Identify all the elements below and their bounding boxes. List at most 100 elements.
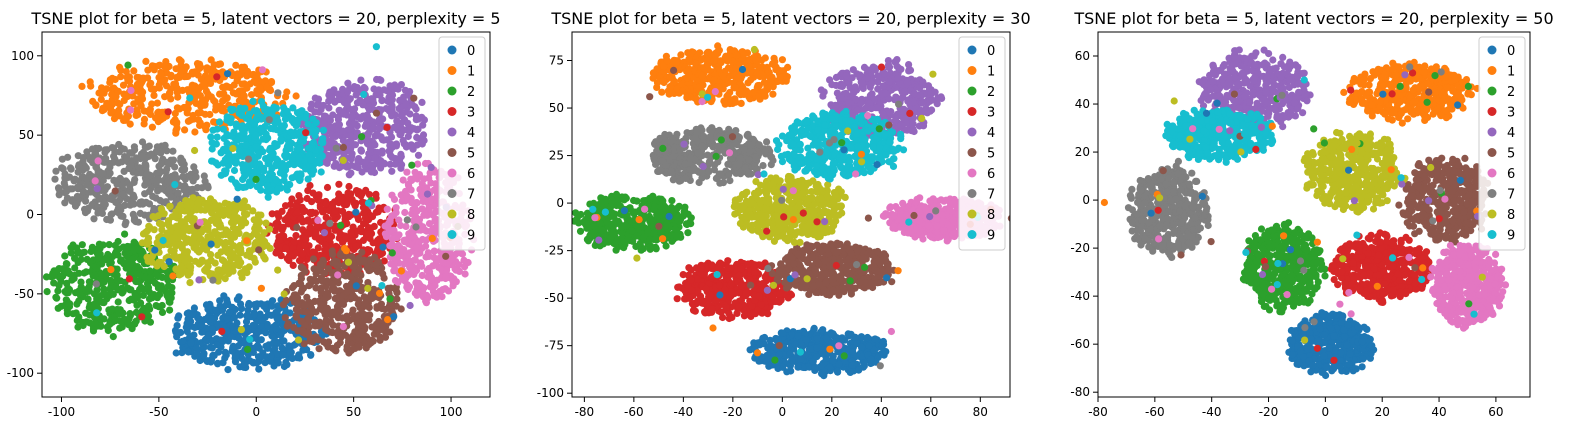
point-class-8: [252, 239, 260, 247]
point-class-0: [175, 312, 183, 320]
point-class-0: [245, 301, 253, 309]
point-class-9: [279, 163, 287, 171]
point-class-2: [154, 281, 162, 289]
point-class-3: [352, 242, 360, 250]
point-class-5: [351, 268, 359, 276]
point-class-5: [321, 269, 329, 277]
point-class-5: [343, 312, 351, 320]
point-class-2: [60, 267, 68, 275]
point-class-0: [295, 351, 303, 359]
point-class-7: [106, 216, 114, 224]
point-class-0: [208, 325, 216, 333]
point-class-4: [397, 153, 405, 161]
point-class-7: [70, 177, 78, 185]
point-class-1: [124, 112, 132, 120]
point-class-9: [215, 118, 224, 126]
point-class-8: [203, 246, 211, 254]
point-class-0: [267, 311, 275, 319]
point-class-1: [257, 284, 265, 292]
point-class-5: [309, 255, 318, 263]
point-class-1: [159, 114, 167, 122]
point-class-0: [352, 208, 360, 216]
point-class-5: [410, 94, 418, 102]
point-class-5: [350, 263, 358, 271]
point-class-3: [316, 203, 324, 211]
point-class-0: [278, 344, 286, 352]
point-class-0: [258, 317, 266, 325]
point-class-8: [221, 242, 229, 250]
point-class-4: [412, 116, 420, 124]
point-class-9: [242, 141, 250, 149]
point-class-5: [297, 288, 305, 296]
point-class-0: [269, 333, 277, 341]
point-class-9: [171, 181, 179, 189]
point-class-8: [158, 221, 166, 229]
point-class-6: [407, 241, 415, 249]
point-class-9: [257, 126, 265, 134]
point-class-2: [114, 298, 122, 306]
point-class-7: [177, 157, 185, 165]
point-class-1: [203, 64, 211, 72]
point-class-5: [305, 282, 313, 290]
point-class-7: [192, 173, 200, 181]
point-class-9: [309, 138, 318, 147]
point-class-0: [219, 359, 227, 367]
point-class-3: [368, 213, 377, 221]
point-class-3: [345, 182, 353, 191]
point-class-7: [190, 163, 198, 171]
point-class-3: [164, 108, 172, 116]
point-class-5: [361, 299, 369, 307]
legend-marker: [447, 168, 457, 178]
point-class-7: [92, 280, 100, 288]
point-class-7: [164, 177, 172, 185]
y-tick-label: 0: [26, 208, 34, 222]
point-class-0: [221, 348, 229, 356]
point-class-9: [254, 110, 262, 118]
point-class-3: [283, 213, 292, 222]
point-class-5: [372, 109, 381, 117]
point-class-6: [413, 199, 421, 207]
point-class-1: [142, 57, 150, 65]
legend-marker: [447, 148, 457, 157]
point-class-3: [309, 248, 317, 256]
point-class-3: [339, 207, 347, 215]
point-class-4: [373, 148, 381, 157]
point-class-7: [169, 147, 177, 155]
point-class-0: [272, 326, 280, 334]
point-class-0: [751, 354, 759, 362]
point-class-9: [281, 115, 290, 123]
point-class-2: [116, 306, 124, 314]
point-class-0: [848, 361, 857, 369]
point-class-9: [212, 140, 220, 148]
point-class-3: [275, 237, 283, 245]
point-class-0: [184, 348, 192, 356]
point-class-5: [372, 260, 380, 269]
point-class-7: [152, 147, 161, 155]
point-class-0: [207, 240, 215, 248]
point-class-9: [225, 156, 233, 165]
point-class-5: [373, 268, 382, 276]
point-class-1: [248, 91, 256, 99]
point-class-3: [361, 214, 369, 222]
point-class-6: [431, 282, 439, 290]
point-class-4: [308, 100, 316, 108]
point-class-6: [395, 216, 403, 224]
point-class-1: [130, 67, 138, 75]
point-class-0: [235, 293, 243, 301]
point-class-6: [413, 244, 421, 252]
y-tick-label: 100: [11, 49, 34, 63]
point-class-0: [802, 336, 810, 344]
point-class-8: [250, 254, 258, 262]
point-class-4: [326, 88, 334, 96]
point-class-1: [254, 90, 262, 98]
point-class-6: [258, 66, 267, 74]
point-class-7: [157, 160, 165, 168]
point-class-4: [93, 185, 101, 193]
point-class-9: [213, 133, 221, 141]
point-class-5: [333, 328, 341, 336]
point-class-4: [354, 156, 362, 164]
point-class-8: [201, 238, 210, 246]
legend-label: 0: [467, 44, 475, 59]
point-class-6: [416, 281, 424, 289]
point-class-9: [239, 152, 247, 160]
